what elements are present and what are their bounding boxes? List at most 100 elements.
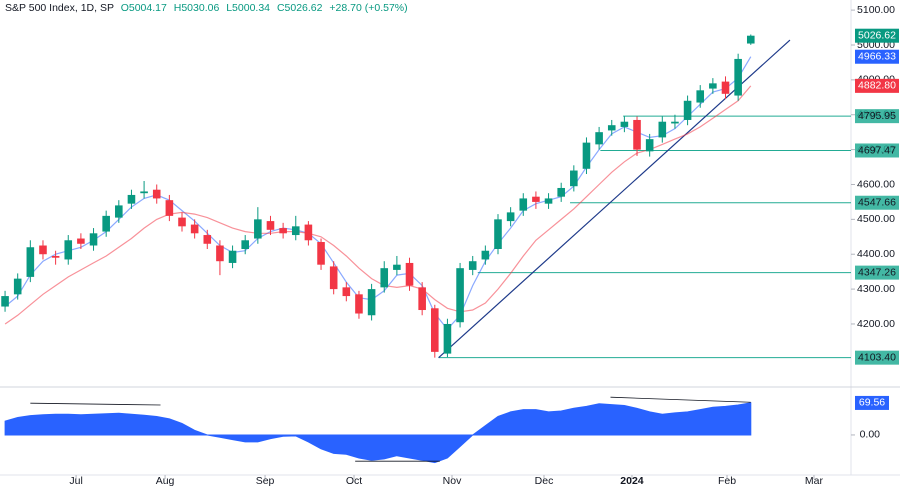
y-tick-label: 4600.00 xyxy=(857,178,895,190)
candle-body xyxy=(13,278,22,295)
candle-body xyxy=(645,139,654,152)
candle-body xyxy=(127,194,136,204)
level-label-box xyxy=(855,350,899,365)
candle-body xyxy=(203,235,212,244)
candle-body xyxy=(317,242,325,265)
change-label: +28.70 (+0.57%) xyxy=(329,2,407,14)
candle-body xyxy=(696,90,705,103)
candle-body xyxy=(468,261,477,270)
level-label-box xyxy=(855,143,899,158)
osc-y-tick-label: 0.00 xyxy=(860,429,881,441)
candle-body xyxy=(291,226,300,236)
candle-body xyxy=(671,121,679,124)
candle-body xyxy=(431,308,439,352)
ma-last-label-box xyxy=(855,78,899,93)
x-tick-label: Aug xyxy=(156,475,175,487)
candle-body xyxy=(532,196,540,202)
level-label: 4103.40 xyxy=(858,351,896,363)
x-tick-label: 2024 xyxy=(620,475,644,487)
candle-body xyxy=(266,221,275,230)
candle-body xyxy=(658,121,667,138)
candle-body xyxy=(405,262,414,286)
candle-body xyxy=(443,323,452,354)
y-tick-label: 4400.00 xyxy=(857,248,895,260)
level-label: 4795.95 xyxy=(858,110,896,122)
candle-body xyxy=(734,58,742,96)
candle-body xyxy=(570,170,578,187)
candle-body xyxy=(367,289,376,316)
ma-last-label-box xyxy=(855,49,899,64)
high-label: H5030.06 xyxy=(174,2,220,14)
y-tick-label: 4200.00 xyxy=(857,318,895,330)
close-last-label-box xyxy=(855,28,899,43)
candle-body xyxy=(544,198,553,204)
candle-body xyxy=(342,287,351,297)
candle-body xyxy=(1,296,9,307)
candle-body xyxy=(620,121,629,127)
x-tick-label: Oct xyxy=(346,475,362,487)
candle-body xyxy=(481,250,490,260)
candle-body xyxy=(64,240,73,260)
moving-average xyxy=(4,85,752,325)
candle-body xyxy=(607,125,616,131)
ma-last-label: 4966.33 xyxy=(858,51,896,63)
candle-body xyxy=(279,228,287,234)
close-last-label: 5026.62 xyxy=(858,29,896,41)
candle-body xyxy=(39,245,47,255)
candle-body xyxy=(380,268,389,288)
y-tick-label: 5100.00 xyxy=(857,4,895,16)
candle-body xyxy=(393,264,401,270)
candle-body xyxy=(228,250,237,263)
candle-body xyxy=(26,247,35,277)
level-label-box xyxy=(855,109,899,124)
y-tick-label: 4500.00 xyxy=(857,213,895,225)
candle-body xyxy=(355,294,363,314)
candle-body xyxy=(746,35,755,44)
candle-body xyxy=(418,287,426,311)
candle-body xyxy=(77,238,85,244)
x-tick-label: Dec xyxy=(535,475,554,487)
candle-body xyxy=(595,132,603,145)
divergence-line xyxy=(30,402,161,406)
candle-body xyxy=(254,219,262,239)
candle-body xyxy=(582,142,591,169)
osc-last-label-box xyxy=(855,395,889,410)
candle-body xyxy=(102,215,110,232)
x-tick-label: Sep xyxy=(256,475,275,487)
open-label: O5004.17 xyxy=(121,2,167,14)
candle-body xyxy=(152,189,161,199)
candle-body xyxy=(633,119,641,150)
candle-body xyxy=(190,224,199,234)
level-label: 4547.66 xyxy=(858,197,896,209)
candle-body xyxy=(115,205,123,218)
header: S&P 500 Index, 1D, SP O5004.17 H5030.06 … xyxy=(5,2,408,14)
ma-last-label: 4882.80 xyxy=(858,80,896,92)
y-tick-label: 4300.00 xyxy=(857,283,895,295)
candle-body xyxy=(506,212,515,222)
x-tick-label: Nov xyxy=(443,475,462,487)
candle-body xyxy=(709,83,717,89)
candle-body xyxy=(304,224,313,241)
x-tick-label: Mar xyxy=(805,475,824,487)
candle-body xyxy=(683,100,692,120)
close-label: C5026.62 xyxy=(277,2,323,14)
trendline xyxy=(438,39,791,359)
candle-body xyxy=(721,81,730,94)
level-label-box xyxy=(855,195,899,210)
candle-body xyxy=(165,200,174,216)
candle-body xyxy=(494,219,502,249)
moving-average xyxy=(4,56,752,331)
level-label: 4697.47 xyxy=(858,144,896,156)
candle-body xyxy=(51,255,60,258)
divergence-line xyxy=(610,396,751,403)
level-label: 4347.26 xyxy=(858,266,896,278)
candle-body xyxy=(519,198,528,211)
osc-last-label: 69.56 xyxy=(859,397,885,409)
candle-body xyxy=(140,191,148,194)
candle-body xyxy=(178,217,186,227)
candle-body xyxy=(241,240,249,249)
x-tick-label: Feb xyxy=(718,475,736,487)
candle-body xyxy=(557,187,565,197)
x-tick-label: Jul xyxy=(69,475,82,487)
